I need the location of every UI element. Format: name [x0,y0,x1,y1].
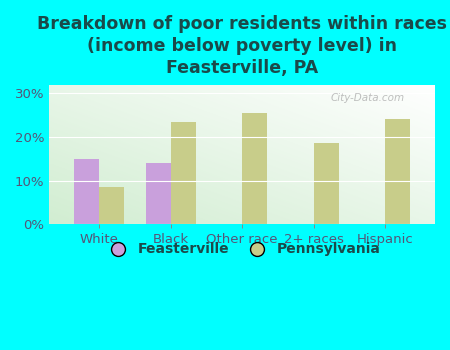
Bar [74,159,99,224]
Bar [146,163,171,224]
Bar [242,113,267,224]
Legend: Feasterville, Pennsylvania: Feasterville, Pennsylvania [99,237,386,262]
Bar [314,144,338,224]
Bar [99,187,124,224]
Bar [171,121,196,224]
Text: City-Data.com: City-Data.com [331,93,405,103]
Title: Breakdown of poor residents within races
(income below poverty level) in
Feaster: Breakdown of poor residents within races… [37,15,447,77]
Bar [385,119,410,224]
